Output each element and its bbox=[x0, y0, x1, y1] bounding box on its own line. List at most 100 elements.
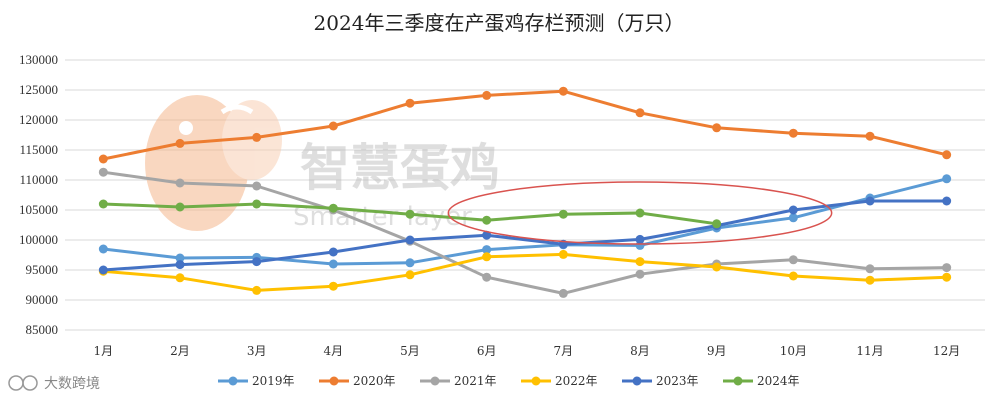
legend-item-2024: 2024年 bbox=[723, 374, 800, 388]
data-point bbox=[175, 253, 185, 263]
legend-marker bbox=[228, 376, 238, 386]
x-tick-label: 8月 bbox=[630, 344, 650, 358]
watermark-logo-icon bbox=[145, 95, 282, 231]
data-point bbox=[328, 203, 338, 213]
legend-item-2023: 2023年 bbox=[622, 374, 699, 388]
data-point bbox=[788, 205, 798, 215]
series-layer bbox=[98, 86, 952, 298]
legend-label: 2020年 bbox=[353, 374, 396, 388]
legend-label: 2021年 bbox=[454, 374, 497, 388]
legend-marker bbox=[632, 376, 642, 386]
data-point bbox=[788, 128, 798, 138]
data-point bbox=[98, 167, 108, 177]
data-point bbox=[175, 138, 185, 148]
data-point bbox=[558, 288, 568, 298]
series-line-2023 bbox=[103, 199, 947, 272]
x-tick-label: 3月 bbox=[247, 344, 267, 358]
data-point bbox=[788, 255, 798, 265]
y-tick-label: 95000 bbox=[26, 262, 59, 277]
series-2023 bbox=[98, 196, 952, 275]
data-point bbox=[482, 230, 492, 240]
series-2021 bbox=[98, 167, 952, 298]
data-point bbox=[405, 270, 415, 280]
x-tick-label: 5月 bbox=[400, 344, 420, 358]
data-point bbox=[712, 123, 722, 133]
data-point bbox=[98, 154, 108, 164]
data-point bbox=[328, 259, 338, 269]
y-tick-label: 120000 bbox=[19, 112, 58, 127]
data-point bbox=[482, 252, 492, 262]
data-point bbox=[175, 178, 185, 188]
legend-marker bbox=[329, 376, 339, 386]
y-tick-label: 110000 bbox=[19, 172, 58, 187]
series-2024 bbox=[98, 199, 722, 229]
x-tick-label: 9月 bbox=[707, 344, 727, 358]
data-point bbox=[328, 121, 338, 131]
data-point bbox=[175, 260, 185, 270]
data-point bbox=[635, 269, 645, 279]
legend-label: 2019年 bbox=[252, 374, 295, 388]
series-2022 bbox=[98, 249, 952, 295]
legend-item-2021: 2021年 bbox=[420, 374, 497, 388]
series-line-2020 bbox=[103, 89, 948, 161]
data-point bbox=[558, 86, 568, 96]
x-tick-label: 4月 bbox=[324, 344, 344, 358]
data-point bbox=[405, 258, 415, 268]
series-2020 bbox=[98, 86, 952, 164]
corner-mark: 大数跨境 bbox=[8, 375, 100, 392]
legend-item-2020: 2020年 bbox=[319, 374, 396, 388]
x-tick-label: 7月 bbox=[554, 344, 574, 358]
corner-mark-text: 大数跨境 bbox=[44, 376, 100, 392]
x-tick-label: 10月 bbox=[780, 344, 807, 358]
corner-logo-icon bbox=[8, 375, 38, 391]
data-point bbox=[865, 275, 875, 285]
legend-item-2019: 2019年 bbox=[218, 374, 295, 388]
data-point bbox=[482, 90, 492, 100]
data-point bbox=[405, 98, 415, 108]
y-tick-label: 90000 bbox=[26, 292, 59, 307]
data-point bbox=[98, 199, 108, 209]
data-point bbox=[865, 131, 875, 141]
x-axis: 1月 2月 3月 4月 5月 6月 7月 8月 9月 10月 11月 12月 bbox=[94, 344, 961, 358]
legend-marker bbox=[531, 376, 541, 386]
x-tick-label: 11月 bbox=[856, 344, 883, 358]
y-tick-label: 100000 bbox=[19, 232, 58, 247]
data-point bbox=[942, 196, 952, 206]
data-point bbox=[788, 213, 798, 223]
data-point bbox=[788, 271, 798, 281]
data-point bbox=[98, 265, 108, 275]
data-point bbox=[635, 108, 645, 118]
legend-label: 2022年 bbox=[555, 374, 598, 388]
data-point bbox=[328, 247, 338, 257]
series-line-2019 bbox=[103, 177, 948, 266]
watermark: 智慧蛋鸡 Smarter layer bbox=[145, 95, 500, 232]
data-point bbox=[405, 209, 415, 219]
data-point bbox=[942, 263, 952, 273]
x-tick-label: 6月 bbox=[477, 344, 497, 358]
data-point bbox=[328, 281, 338, 291]
x-tick-label: 12月 bbox=[933, 344, 960, 358]
data-point bbox=[942, 174, 952, 184]
data-point bbox=[712, 262, 722, 272]
data-point bbox=[942, 272, 952, 282]
data-point bbox=[252, 285, 262, 295]
data-point bbox=[712, 219, 722, 229]
legend-marker bbox=[430, 376, 440, 386]
legend-marker bbox=[733, 376, 743, 386]
data-point bbox=[635, 234, 645, 244]
series-line-2022 bbox=[103, 252, 947, 292]
data-point bbox=[252, 257, 262, 267]
y-tick-label: 85000 bbox=[26, 322, 59, 337]
data-point bbox=[635, 208, 645, 218]
watermark-text: 智慧蛋鸡 bbox=[300, 139, 500, 197]
legend-item-2022: 2022年 bbox=[521, 374, 598, 388]
highlight-ellipse bbox=[447, 181, 833, 245]
data-point bbox=[482, 245, 492, 255]
data-point bbox=[175, 202, 185, 212]
y-tick-label: 130000 bbox=[19, 52, 58, 67]
legend-label: 2023年 bbox=[656, 374, 699, 388]
data-point bbox=[558, 209, 568, 219]
data-point bbox=[635, 257, 645, 267]
data-point bbox=[558, 249, 568, 259]
